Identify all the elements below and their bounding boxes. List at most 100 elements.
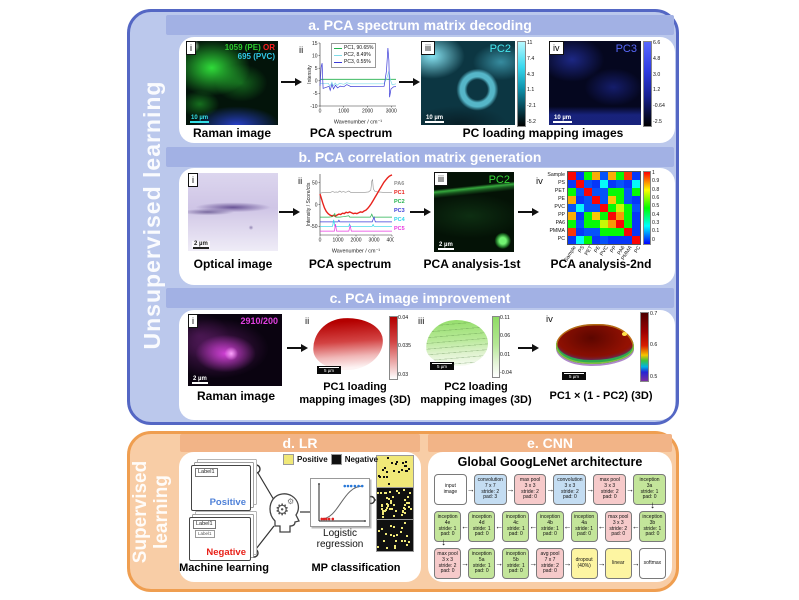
matrix-cell — [632, 204, 640, 212]
colorbar-tick: 6.6 — [653, 40, 661, 46]
matrix-cell — [624, 228, 632, 236]
legend-entry: PC1 — [394, 190, 405, 196]
roman-tag: iii — [421, 41, 435, 55]
cnn-row: inception 4e stride: 1 pad: 0 ← inception 4d st… — [434, 511, 666, 542]
colorbar-tick: 0.9 — [652, 178, 660, 185]
colorbar-tick: 0.5 — [652, 203, 660, 210]
svg-text:-10: -10 — [310, 104, 317, 110]
raman-ratio-overlay: 2910/200 — [240, 316, 278, 326]
cnn-box: max pool 3 x 3 stride: 2 pad: 0 — [604, 511, 632, 542]
section-c-title: c. PCA image improvement — [166, 288, 674, 308]
cnn-box: inception 5a stride: 1 pad: 0 — [468, 548, 496, 579]
colorbar-tick: 1 — [652, 170, 655, 176]
mp-patch-negative-1 — [376, 487, 414, 520]
positive-doc-stack: Label1 Positive — [191, 465, 251, 511]
matrix-cell — [600, 180, 608, 188]
colorbar-tick: 1.1 — [527, 87, 535, 94]
cnn-arrow-icon: ← — [495, 522, 504, 531]
matrix-cell — [600, 196, 608, 204]
scalebar: 2 µm — [438, 242, 454, 250]
caption-spectrum-a: PCA spectrum — [309, 126, 393, 140]
roman-tag: iv — [549, 41, 564, 55]
head-gear-icon: ⚙ ⚙ — [269, 493, 300, 533]
matrix-row-label: Sample — [547, 172, 565, 178]
matrix-cell — [592, 196, 600, 204]
cnn-arrow-icon: ← — [631, 522, 640, 531]
pc1-surface-ticks: 0.04 0.035 0.03 — [398, 315, 411, 378]
roman-tag: ii — [299, 45, 304, 56]
logistic-regression-plot — [310, 478, 370, 527]
matrix-cell — [616, 204, 624, 212]
negative-doc-stack: Label1 Label1 Negative — [189, 517, 251, 561]
roman-tag: ii — [305, 316, 310, 327]
colorbar-tick: -5.2 — [527, 118, 536, 125]
matrix-cell — [608, 220, 616, 228]
matrix-cell — [632, 188, 640, 196]
matrix-cell — [600, 188, 608, 196]
cnn-box: softmax — [638, 548, 666, 579]
matrix-cell — [608, 204, 616, 212]
roman-tag: iii — [434, 172, 448, 186]
colorbar-tick: 0.8 — [652, 186, 660, 193]
flow-arrow-icon — [279, 208, 300, 216]
matrix-cell — [624, 188, 632, 196]
matrix-cell — [608, 236, 616, 244]
matrix-cell — [600, 236, 608, 244]
cnn-arrow-icon: → — [563, 559, 572, 568]
legend-line-swatch — [334, 54, 342, 57]
scalebar: 10 µm — [425, 115, 445, 123]
colorbar-tick: 0 — [652, 236, 655, 243]
caption-loading-a: PC loading mapping images — [462, 126, 624, 140]
matrix-cell — [600, 172, 608, 180]
caption-pc1-surface: PC1 loading mapping images (3D) — [299, 381, 411, 406]
matrix-cell — [584, 228, 592, 236]
matrix-cell — [592, 212, 600, 220]
cnn-arrow-icon: ← — [597, 522, 606, 531]
legend-entry: PC2 — [394, 199, 405, 205]
colorbar-tick: 0.06 — [500, 333, 511, 340]
supervised-side-label: Supervised learning — [130, 460, 173, 564]
cnn-row: max pool 3 x 3 stride: 2 pad: 0 → inception 5a… — [434, 548, 666, 579]
caption-pc2-surface: PC2 loading mapping images (3D) — [420, 381, 532, 406]
pc3-loading-image: iv PC3 10 µm — [549, 41, 641, 125]
correlation-matrix — [567, 171, 641, 245]
legend-swatch — [330, 454, 342, 465]
matrix-cell — [632, 212, 640, 220]
matrix-row-label: PMMA — [549, 228, 565, 234]
cnn-box: dropout (40%) — [570, 548, 598, 579]
matrix-cell — [584, 220, 592, 228]
matrix-cell — [584, 196, 592, 204]
matrix-cell — [568, 196, 576, 204]
svg-text:2000: 2000 — [350, 238, 361, 244]
matrix-cell — [616, 172, 624, 180]
roman-tag: i — [188, 314, 198, 328]
cnn-box: inception 4a stride: 1 pad: 0 — [570, 511, 598, 542]
roman-tag: iv — [546, 314, 553, 325]
legend-line-swatch — [334, 47, 342, 50]
cnn-arrow-icon: ← — [461, 522, 470, 531]
matrix-cell — [632, 228, 640, 236]
matrix-cell — [568, 204, 576, 212]
pc2-surface-ticks: 0.11 0.06 0.01 -0.04 — [500, 315, 512, 376]
pc2-label-b: PC2 — [488, 174, 510, 186]
matrix-cell — [592, 188, 600, 196]
cnn-arrow-icon: → — [529, 559, 538, 568]
matrix-cell — [632, 236, 640, 244]
matrix-cell — [592, 204, 600, 212]
svg-text:0: 0 — [315, 202, 318, 208]
matrix-row-label: PS — [558, 180, 565, 186]
section-b-title: b. PCA correlation matrix generation — [166, 147, 674, 167]
matrix-cell — [576, 228, 584, 236]
svg-text:⚙: ⚙ — [287, 497, 294, 506]
googlenet-title: Global GoogLeNet architecture — [457, 455, 643, 469]
cnn-box: max pool 3 x 3 stride: 2 pad: 0 — [593, 474, 627, 505]
matrix-cell — [608, 228, 616, 236]
spectrum-a-legend: PC1, 90.65% PC2, 8.49% PC3, 0.55% — [331, 43, 377, 68]
matrix-row-label: PVC — [554, 204, 565, 210]
colorbar-tick: 0.1 — [652, 228, 660, 235]
matrix-cell — [624, 236, 632, 244]
matrix-cell — [632, 172, 640, 180]
matrix-cell — [568, 228, 576, 236]
cnn-box: linear — [604, 548, 632, 579]
